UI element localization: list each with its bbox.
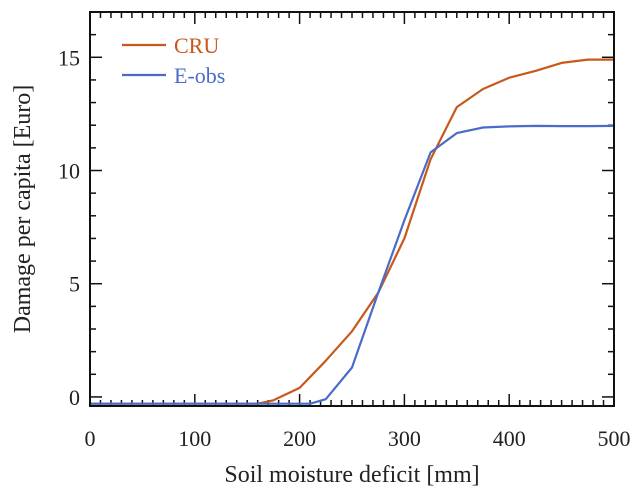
legend-label: E-obs [174, 63, 225, 88]
y-axis-label: Damage per capita [Euro] [10, 85, 36, 334]
legend-label: CRU [174, 33, 219, 58]
x-tick-label: 200 [283, 426, 316, 451]
x-tick-label: 500 [598, 426, 631, 451]
x-tick-label: 0 [85, 426, 96, 451]
series-line-e-obs [90, 124, 615, 405]
x-tick-label: 400 [493, 426, 526, 451]
y-tick-label: 15 [58, 45, 80, 70]
y-tick-label: 10 [58, 159, 80, 184]
series-line-cru [90, 58, 614, 405]
plot-frame [89, 11, 615, 407]
y-tick-label: 5 [69, 272, 80, 297]
y-tick-label: 0 [69, 385, 80, 410]
x-tick-label: 300 [388, 426, 421, 451]
x-axis-label: Soil moisture deficit [mm] [224, 462, 479, 488]
x-tick-label: 100 [178, 426, 211, 451]
